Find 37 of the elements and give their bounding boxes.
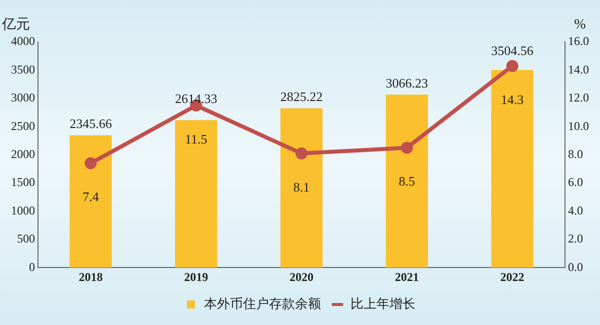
data-label: 8.5 bbox=[398, 174, 416, 189]
y-tick-label: 2500 bbox=[11, 118, 35, 133]
y-tick-label: 0 bbox=[29, 260, 35, 274]
x-tick-label: 2019 bbox=[184, 270, 208, 284]
y-axis-title: 亿元 bbox=[1, 16, 30, 33]
data-label: 2614.33 bbox=[174, 91, 218, 106]
x-tick-label: 2020 bbox=[290, 270, 314, 284]
y2-tick-label: 6.0 bbox=[568, 175, 583, 190]
x-tick-label: 2021 bbox=[394, 270, 419, 284]
y-tick-label: 500 bbox=[17, 232, 35, 246]
legend-label: 本外币住户存款余额 bbox=[204, 296, 321, 311]
data-label: 11.5 bbox=[184, 131, 208, 146]
y2-tick-label: 0.0 bbox=[568, 260, 583, 274]
y2-tick-label: 12.0 bbox=[568, 90, 589, 105]
data-label: 2345.66 bbox=[70, 116, 112, 132]
data-label: 7.4 bbox=[82, 189, 100, 204]
y-tick-label: 1000 bbox=[11, 203, 35, 218]
y2-tick-label: 16.0 bbox=[568, 34, 589, 48]
y-tick-label: 3500 bbox=[11, 62, 35, 76]
x-tick-label: 2018 bbox=[78, 270, 103, 284]
data-label: 8.1 bbox=[293, 179, 310, 194]
y-tick-label: 3000 bbox=[11, 90, 35, 105]
y-tick-label: 4000 bbox=[11, 34, 35, 48]
y2-tick-label: 10.0 bbox=[568, 118, 589, 133]
data-label: 14.3 bbox=[500, 92, 524, 107]
y-tick-label: 2000 bbox=[11, 146, 35, 161]
legend-label: 比上年增长 bbox=[350, 296, 416, 311]
y2-tick-label: 14.0 bbox=[568, 62, 589, 76]
y2-tick-label: 8.0 bbox=[568, 146, 583, 161]
x-tick-label: 2022 bbox=[500, 270, 524, 284]
y2-tick-label: 2.0 bbox=[568, 232, 583, 246]
data-label: 2825.22 bbox=[280, 89, 323, 104]
y2-axis-title: % bbox=[574, 18, 586, 33]
data-label: 3066.23 bbox=[386, 76, 428, 91]
y-tick-label: 1500 bbox=[11, 175, 35, 190]
data-label: 3504.56 bbox=[491, 42, 534, 58]
y2-tick-label: 4.0 bbox=[568, 203, 583, 218]
